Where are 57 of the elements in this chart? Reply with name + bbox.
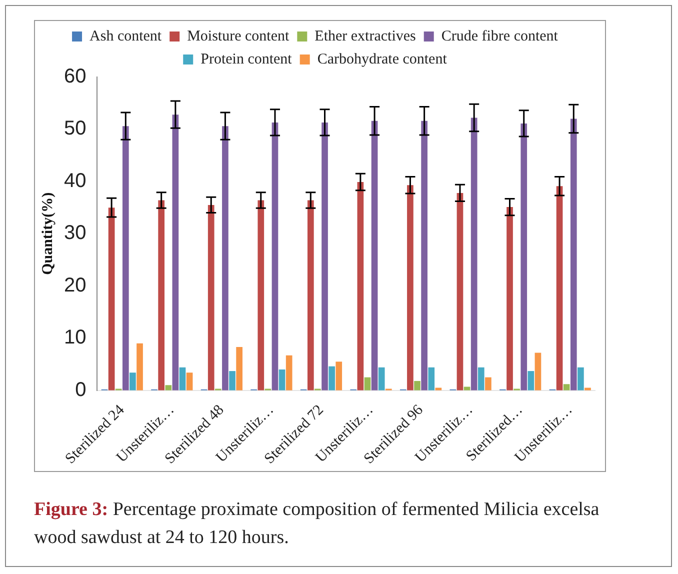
legend-label: Protein content	[200, 51, 293, 68]
y-tick-label: 20	[64, 274, 86, 296]
bar	[357, 182, 364, 390]
bar	[186, 372, 193, 390]
bar	[286, 355, 292, 390]
bar	[570, 118, 577, 390]
bar	[172, 114, 179, 390]
legend-label: Ether extractives	[314, 28, 416, 44]
bar	[364, 377, 371, 390]
bar	[336, 362, 342, 390]
legend-label: Crude fibre content	[441, 28, 559, 44]
bar	[534, 352, 542, 390]
bar	[470, 118, 478, 390]
legend-label: Carbohydrate content	[317, 51, 448, 68]
bar	[428, 367, 435, 390]
bar	[414, 380, 420, 390]
bar	[528, 371, 534, 390]
bar	[478, 367, 484, 390]
y-tick-label: 40	[64, 170, 86, 192]
bar	[563, 384, 570, 390]
bar	[130, 372, 136, 390]
y-tick-label: 50	[64, 118, 86, 140]
y-axis-title: Quantity(%)	[40, 192, 56, 275]
bar	[307, 200, 314, 390]
bar	[229, 371, 236, 390]
bar	[136, 343, 143, 390]
bar	[407, 185, 414, 390]
bar	[258, 200, 264, 390]
bar	[236, 347, 242, 390]
bar	[322, 122, 328, 390]
bar	[520, 123, 528, 390]
bar	[222, 126, 228, 390]
bar	[278, 369, 286, 390]
bar	[108, 208, 115, 390]
bar	[506, 207, 513, 390]
bar	[464, 386, 470, 390]
legend-label: Moisture content	[187, 28, 290, 44]
bar	[371, 120, 378, 390]
legend-label: Ash content	[90, 28, 162, 44]
bar	[179, 367, 186, 390]
bar	[485, 377, 492, 390]
y-tick-label: 60	[64, 66, 86, 88]
caption: Figure 3: Percentage proximate composition of fermented Milicia excelsa wood sawdust at 24 to 120 hours.	[34, 498, 600, 550]
bar	[165, 385, 172, 390]
bar	[578, 367, 584, 390]
bar	[421, 120, 428, 390]
bar	[328, 366, 335, 390]
bar	[456, 192, 464, 390]
y-tick-label: 30	[64, 222, 86, 244]
y-tick-label: 0	[75, 378, 86, 401]
bar	[122, 126, 129, 390]
bar	[556, 186, 563, 390]
bar	[378, 367, 385, 390]
bar	[272, 122, 278, 390]
bar	[158, 200, 165, 390]
bar	[208, 204, 214, 390]
y-tick-label: 10	[64, 326, 86, 349]
